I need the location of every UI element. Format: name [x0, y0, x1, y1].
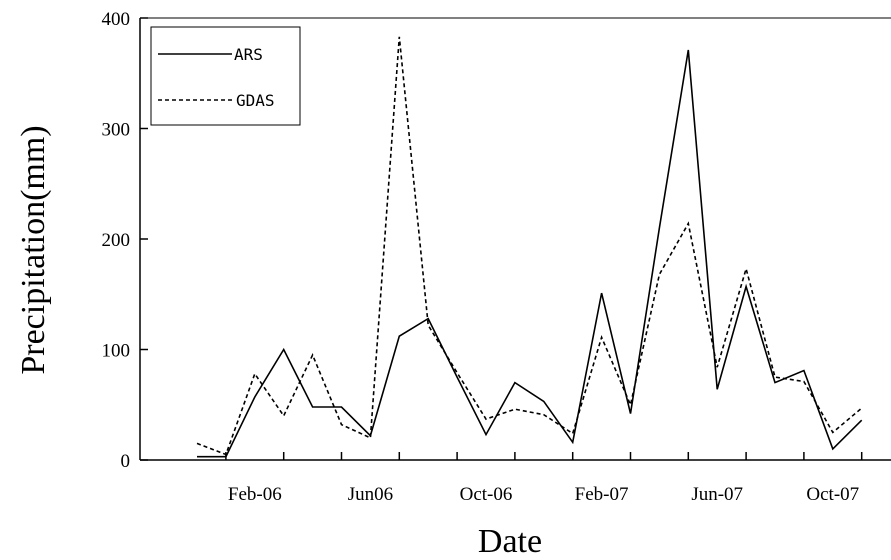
x-tick-label: Oct-07 [806, 484, 859, 505]
y-tick-label: 100 [102, 341, 131, 362]
x-tick-label: Feb-07 [575, 484, 629, 505]
y-axis-title: Precipitation(mm) [15, 125, 52, 374]
x-axis-ticks: Feb-06 Jun06 Oct-06 Feb-07 Jun-07 Oct-07 [225, 452, 863, 505]
y-tick-label: 400 [102, 9, 131, 30]
x-tick-label: Jun-07 [691, 484, 743, 505]
x-tick-label: Jun06 [348, 484, 393, 505]
series-line-ars [197, 49, 863, 458]
y-tick-label: 0 [121, 451, 131, 472]
legend-gdas-label: GDAS [236, 91, 275, 110]
y-tick-label: 300 [102, 120, 131, 141]
series-line-gdas [196, 36, 863, 456]
y-tick-label: 200 [102, 230, 131, 251]
x-axis-title: Date [478, 523, 542, 560]
y-axis-ticks: 0 100 200 300 400 [102, 9, 148, 472]
legend-ars-label: ARS [234, 45, 263, 64]
series-layer [196, 36, 863, 458]
legend-box [150, 26, 301, 126]
legend: ARS GDAS [150, 26, 301, 126]
x-tick-label: Feb-06 [228, 484, 282, 505]
x-tick-label: Oct-06 [460, 484, 513, 505]
